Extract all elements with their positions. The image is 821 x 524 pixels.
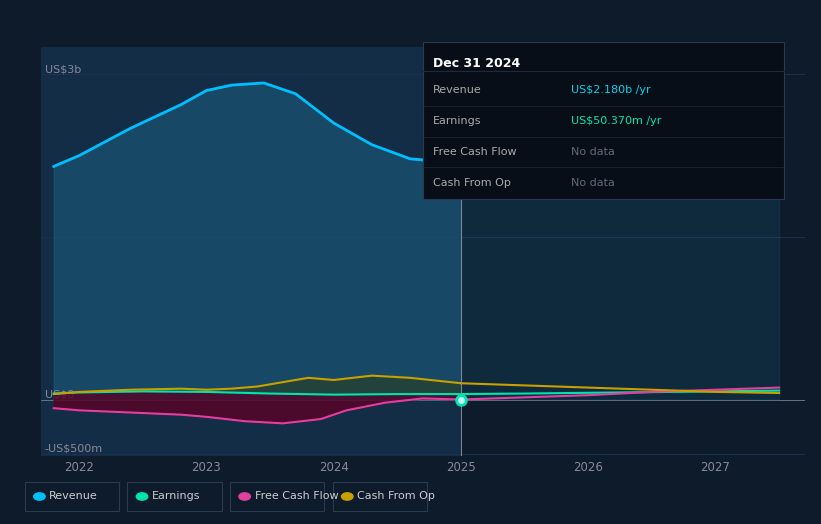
Bar — [41, 47, 461, 456]
Text: Earnings: Earnings — [152, 492, 200, 501]
Text: US$0: US$0 — [45, 389, 74, 399]
Text: No data: No data — [571, 178, 614, 188]
Text: Past: Past — [430, 58, 455, 71]
Text: Free Cash Flow: Free Cash Flow — [433, 147, 516, 157]
Text: Revenue: Revenue — [433, 85, 481, 95]
Text: US$2.180b /yr: US$2.180b /yr — [571, 85, 650, 95]
Text: Dec 31 2024: Dec 31 2024 — [433, 57, 520, 70]
Text: No data: No data — [571, 147, 614, 157]
Text: Cash From Op: Cash From Op — [433, 178, 511, 188]
Text: Analysts Forecasts: Analysts Forecasts — [471, 58, 581, 71]
Text: US$50.370m /yr: US$50.370m /yr — [571, 116, 661, 126]
Text: Revenue: Revenue — [49, 492, 98, 501]
Text: US$3b: US$3b — [45, 64, 81, 74]
Text: Free Cash Flow: Free Cash Flow — [255, 492, 338, 501]
Text: Earnings: Earnings — [433, 116, 481, 126]
Text: -US$500m: -US$500m — [45, 444, 103, 454]
Text: Cash From Op: Cash From Op — [357, 492, 435, 501]
